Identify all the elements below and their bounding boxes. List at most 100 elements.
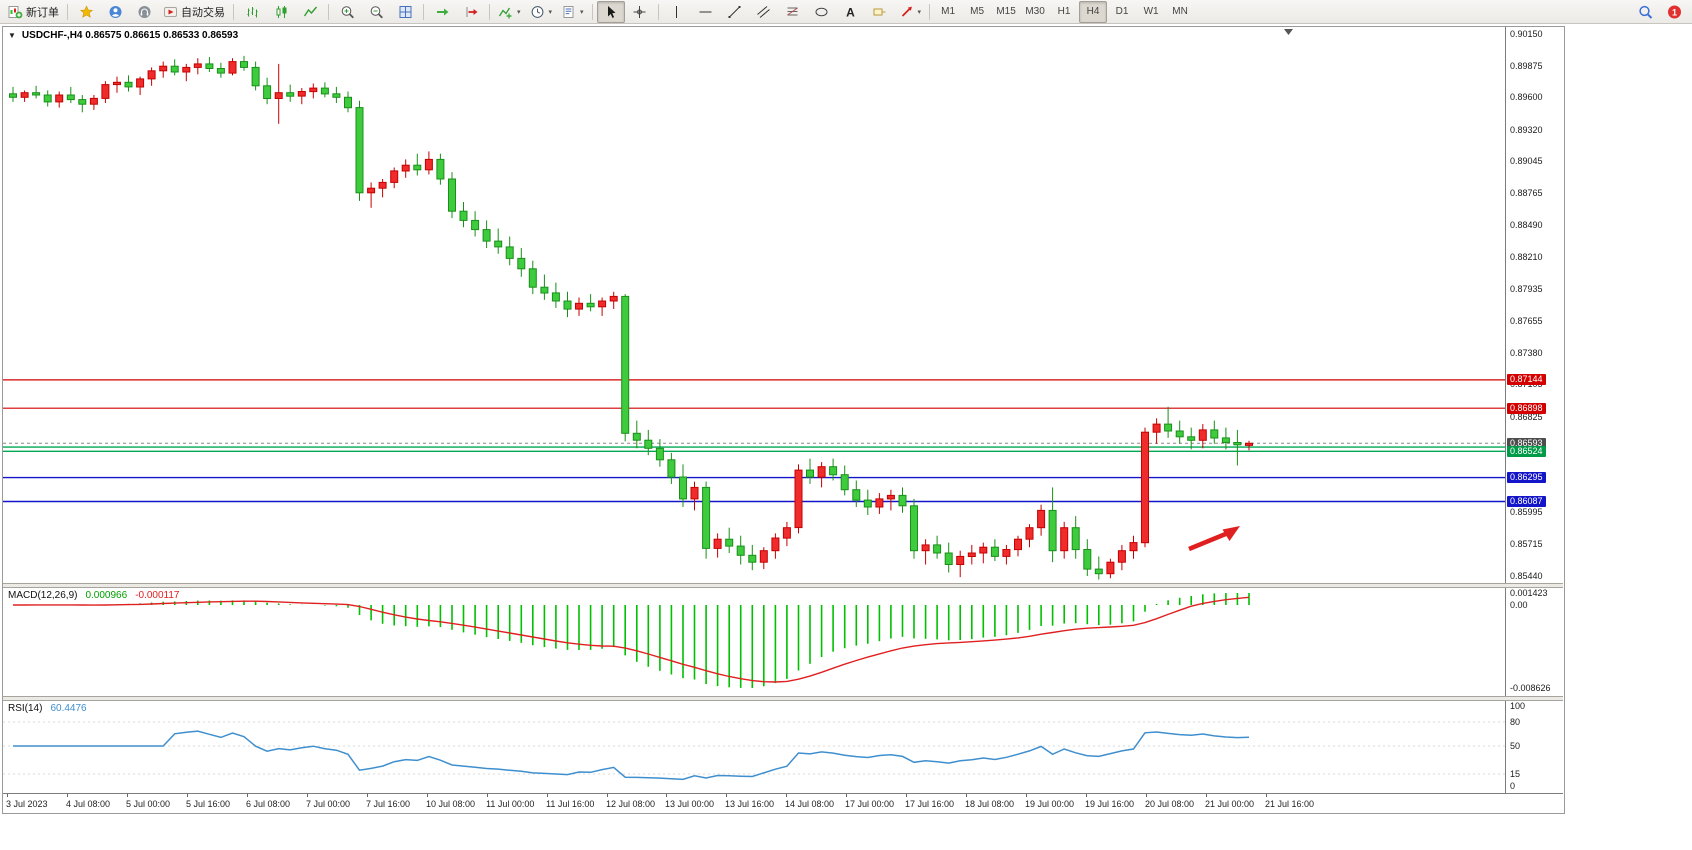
timeframe-mn[interactable]: MN (1166, 1, 1194, 23)
timeframe-w1[interactable]: W1 (1137, 1, 1165, 23)
price-axis-label: 0.89045 (1510, 156, 1543, 166)
chevron-down-icon: ▾ (580, 8, 584, 16)
vertical-line-button[interactable] (663, 1, 691, 23)
shapes-button[interactable] (808, 1, 836, 23)
toolbar-separator (328, 3, 329, 20)
time-axis-tick (1146, 794, 1147, 797)
trend-arrow-annotation[interactable] (1188, 526, 1240, 552)
timeframe-m15[interactable]: M15 (992, 1, 1020, 23)
timeframe-h1-label: H1 (1057, 6, 1071, 17)
time-axis-tick (846, 794, 847, 797)
timeframe-d1[interactable]: D1 (1108, 1, 1136, 23)
trendline-button[interactable] (721, 1, 749, 23)
chart-shift-button[interactable] (457, 1, 485, 23)
text-button[interactable]: A (837, 1, 865, 23)
timeframe-h4[interactable]: H4 (1079, 0, 1108, 23)
chart-dropdown-icon[interactable]: ▼ (8, 31, 16, 40)
community-button[interactable] (101, 1, 129, 23)
new-order-button[interactable]: 新订单 (4, 1, 63, 23)
toolbar-separator (591, 3, 593, 20)
time-axis-tick (487, 794, 488, 797)
svg-text:1: 1 (1671, 7, 1676, 17)
price-axis-label: 0.88210 (1510, 252, 1543, 262)
rsi-panel-splitter[interactable] (3, 696, 1563, 701)
label-button[interactable] (866, 1, 894, 23)
chart-title: USDCHF-,H4 0.86575 0.86615 0.86533 0.865… (21, 30, 239, 41)
support-button[interactable] (130, 1, 158, 23)
macd-signal-value: -0.000117 (135, 590, 180, 601)
timeframe-m5-label: M5 (970, 6, 985, 17)
arrows-button[interactable]: ▾ (895, 1, 926, 23)
rsi-panel[interactable] (3, 701, 1505, 793)
auto-trading-button[interactable]: 自动交易 (159, 1, 229, 23)
time-axis-tick (7, 794, 8, 797)
zoom-in-button[interactable] (333, 1, 361, 23)
notifications-button[interactable]: 1 (1660, 1, 1688, 23)
channel-button[interactable] (750, 1, 778, 23)
star-icon (79, 4, 94, 19)
new-order-button-label: 新订单 (26, 6, 59, 19)
macd-label: MACD(12,26,9) (8, 590, 78, 601)
bar-chart-button[interactable] (238, 1, 266, 23)
text-icon: A (843, 5, 858, 19)
templates-button[interactable]: ▾ (557, 1, 588, 23)
price-chart[interactable] (3, 27, 1505, 583)
timeframe-m15-label: M15 (996, 6, 1016, 17)
price-tag: 0.86898 (1507, 403, 1546, 414)
indicators-button[interactable]: ▾ (494, 1, 525, 23)
horizontal-line-button[interactable] (692, 1, 720, 23)
rsi-axis-label: 0 (1510, 781, 1516, 791)
chevron-down-icon: ▾ (517, 8, 521, 16)
timeframe-m30-label: M30 (1025, 6, 1045, 17)
time-axis-label: 14 Jul 08:00 (785, 799, 835, 809)
timeframe-m30[interactable]: M30 (1021, 1, 1049, 23)
price-axis-label: 0.85715 (1510, 539, 1543, 549)
rsi-axis[interactable]: 100 80 50 15 0 (1505, 701, 1563, 793)
search-button[interactable] (1631, 1, 1659, 23)
price-tag: 0.86087 (1507, 496, 1546, 507)
periods-button[interactable]: ▾ (526, 1, 557, 23)
crosshair-button[interactable] (626, 1, 654, 23)
time-axis-label: 13 Jul 00:00 (665, 799, 715, 809)
rsi-label: RSI(14) (8, 703, 43, 714)
timeframe-h1[interactable]: H1 (1050, 1, 1078, 23)
zoom-out-button[interactable] (362, 1, 390, 23)
time-axis-tick (187, 794, 188, 797)
time-axis[interactable]: 3 Jul 2023 4 Jul 08:00 5 Jul 00:00 5 Jul 16… (3, 793, 1563, 813)
time-axis-tick (966, 794, 967, 797)
line-chart-icon (303, 5, 318, 19)
toolbar-separator (233, 3, 234, 20)
rsi-line (13, 730, 1250, 781)
time-axis-label: 5 Jul 00:00 (126, 799, 171, 809)
fibonacci-button[interactable] (779, 1, 807, 23)
headset-icon (137, 5, 152, 19)
time-axis-tick (726, 794, 727, 797)
timeframe-m5[interactable]: M5 (963, 1, 991, 23)
price-axis-label: 0.88490 (1510, 220, 1543, 230)
chart-shift-marker-icon[interactable] (1284, 29, 1293, 35)
new-order-icon (8, 5, 23, 19)
timeframe-h4-label: H4 (1086, 6, 1100, 17)
price-axis-label: 0.89875 (1510, 61, 1543, 71)
time-axis-tick (666, 794, 667, 797)
auto-scroll-button[interactable] (428, 1, 456, 23)
timeframe-m1[interactable]: M1 (934, 1, 962, 23)
time-axis-label: 19 Jul 00:00 (1025, 799, 1075, 809)
price-axis[interactable]: 0.90150 0.89875 0.89600 0.89320 0.89045 0.887… (1505, 27, 1563, 583)
macd-panel-splitter[interactable] (3, 583, 1563, 588)
price-tag: 0.86524 (1507, 446, 1546, 457)
rsi-axis-label: 50 (1510, 741, 1521, 751)
macd-panel[interactable] (3, 588, 1505, 696)
macd-axis-label: 0.00 (1510, 600, 1528, 610)
macd-axis[interactable]: 0.001423 0.00 -0.008626 (1505, 588, 1563, 696)
macd-histogram (23, 593, 1250, 688)
price-axis-label: 0.85440 (1510, 571, 1543, 581)
tile-windows-button[interactable] (391, 1, 419, 23)
chart-window: ▼ USDCHF-,H4 0.86575 0.86615 0.86533 0.8… (2, 26, 1565, 814)
cursor-icon (603, 5, 618, 19)
favorites-button[interactable] (72, 1, 100, 23)
candlestick-chart-button[interactable] (267, 1, 295, 23)
cursor-button[interactable] (596, 0, 625, 23)
line-chart-button[interactable] (296, 1, 324, 23)
